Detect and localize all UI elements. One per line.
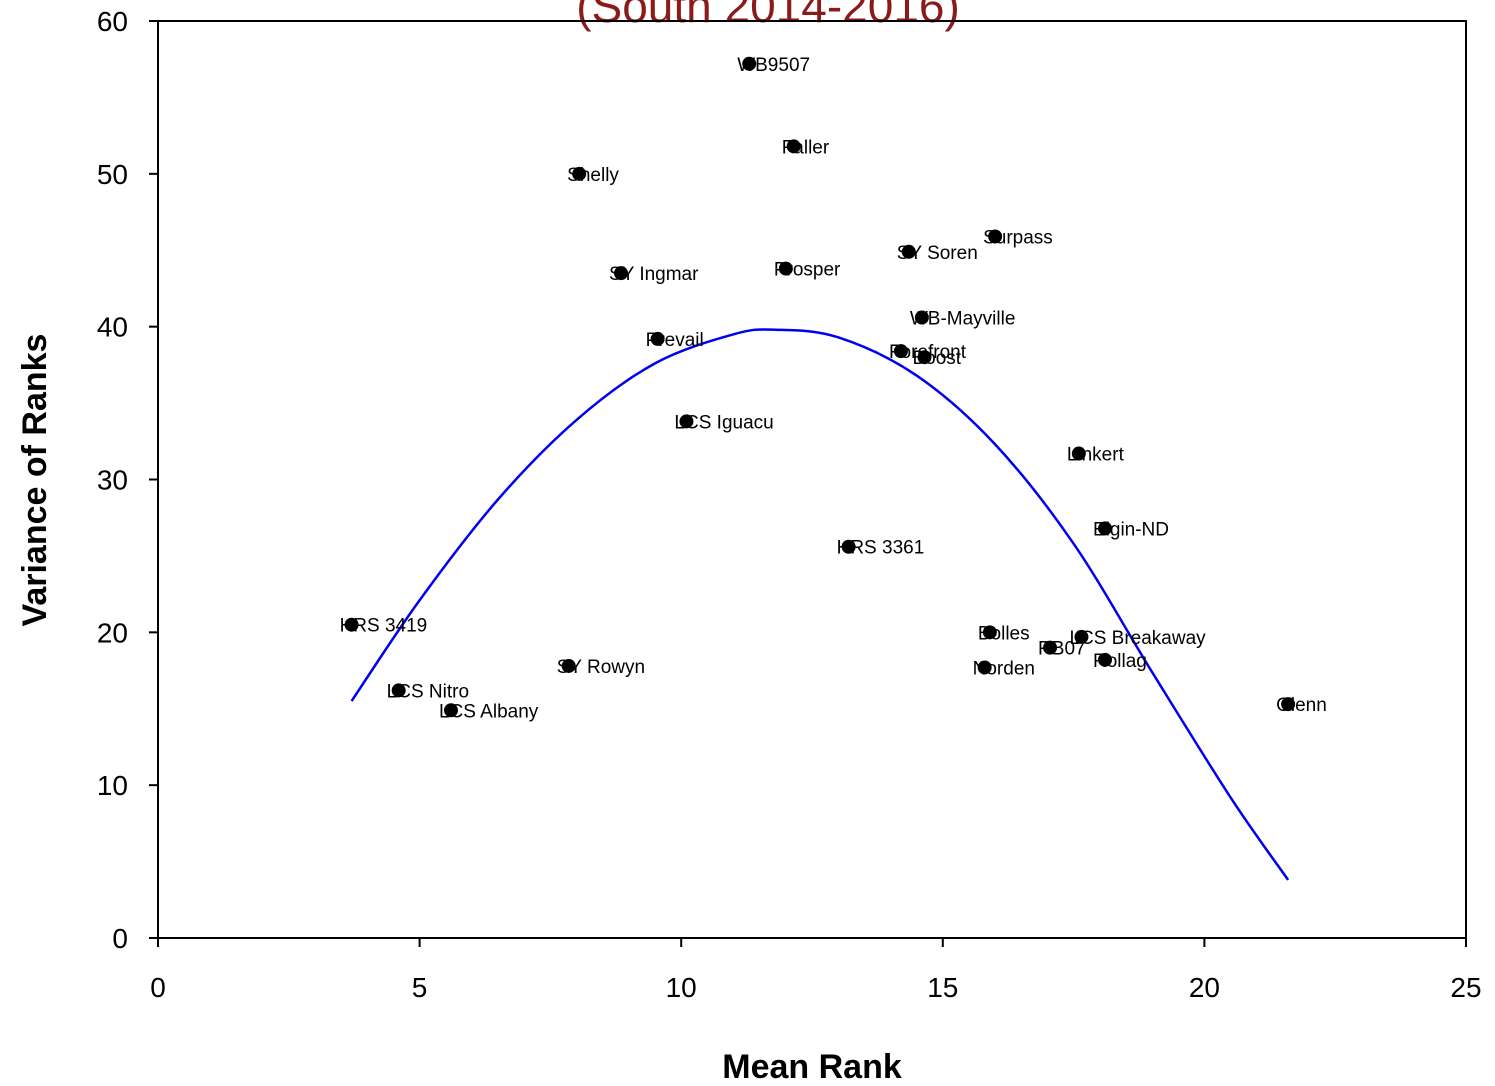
data-point-label: SY Ingmar [609,264,699,285]
data-point-label: SY Rowyn [557,657,645,678]
data-point-label: Elgin-ND [1093,519,1169,540]
y-tick-label: 40 [97,312,128,343]
y-tick-label: 0 [112,923,128,954]
data-point-label: Surpass [983,227,1053,248]
data-point-label: RB07 [1038,639,1086,660]
y-tick-label: 20 [97,617,128,648]
data-point-group: Rollag [1093,651,1147,672]
y-axis-title: Variance of Ranks [16,334,54,627]
x-tick-label: 5 [412,972,428,1003]
data-point-label: LCS Breakaway [1069,628,1206,649]
data-point-group: LCS Albany [439,701,539,722]
data-point-label: Glenn [1276,695,1327,716]
x-tick-label: 0 [150,972,166,1003]
data-point-label: Shelly [567,165,619,186]
data-point-group: Shelly [567,165,619,186]
chart-title: (South 2014-2016) [576,0,960,32]
data-point-group: Prevail [646,330,704,351]
x-axis-title: Mean Rank [722,1048,902,1086]
data-point-label: LCS Iguacu [674,412,773,433]
y-tick-label: 30 [97,465,128,496]
x-tick-label: 25 [1450,972,1481,1003]
data-point-group: HRS 3419 [340,616,428,637]
data-point-group: WB-Mayville [910,308,1016,329]
data-point-group: WB9507 [737,55,810,76]
data-point-group: Elgin-ND [1093,519,1169,540]
data-point-label: LCS Albany [439,701,539,722]
data-point-group: LCS Nitro [387,681,469,702]
x-tick-label: 20 [1189,972,1220,1003]
data-point-group: Glenn [1276,695,1327,716]
y-tick-label: 10 [97,770,128,801]
data-point-group: Norden [973,658,1035,679]
data-point-label: WB9507 [737,55,810,76]
data-point-group: RB07 [1038,639,1086,660]
data-point-label: Faller [782,137,830,158]
x-tick-label: 10 [666,972,697,1003]
data-point-group: HRS 3361 [837,538,925,559]
data-point-group: Surpass [983,227,1053,248]
data-point-label: Rollag [1093,651,1147,672]
data-point-group: Prosper [774,260,841,281]
data-point-label: SY Soren [897,243,978,264]
data-point-group: SY Soren [897,243,978,264]
data-point-group: Faller [782,137,830,158]
data-point-group: Linkert [1067,445,1125,466]
data-point-label: Prosper [774,260,841,281]
data-point-label: Bolles [978,623,1030,644]
data-point-label: HRS 3361 [837,538,925,559]
data-point-group: SY Rowyn [557,657,645,678]
x-tick-label: 15 [927,972,958,1003]
data-point-label: Norden [973,658,1035,679]
y-tick-label: 60 [97,6,128,37]
data-point-label: HRS 3419 [340,616,428,637]
data-point-label: Prevail [646,330,704,351]
data-point-group: Boost [912,348,961,369]
data-point-label: Boost [912,348,961,369]
data-point-group: LCS Breakaway [1069,628,1206,649]
quadratic-fit-curve [352,329,1289,879]
data-point-group: Bolles [978,623,1030,644]
data-point-group: LCS Iguacu [674,412,773,433]
data-point-label: WB-Mayville [910,308,1016,329]
data-point-label: LCS Nitro [387,681,469,702]
data-point-label: Linkert [1067,445,1125,466]
plot-frame [158,21,1466,938]
y-tick-label: 50 [97,159,128,190]
data-point-group: SY Ingmar [609,264,699,285]
